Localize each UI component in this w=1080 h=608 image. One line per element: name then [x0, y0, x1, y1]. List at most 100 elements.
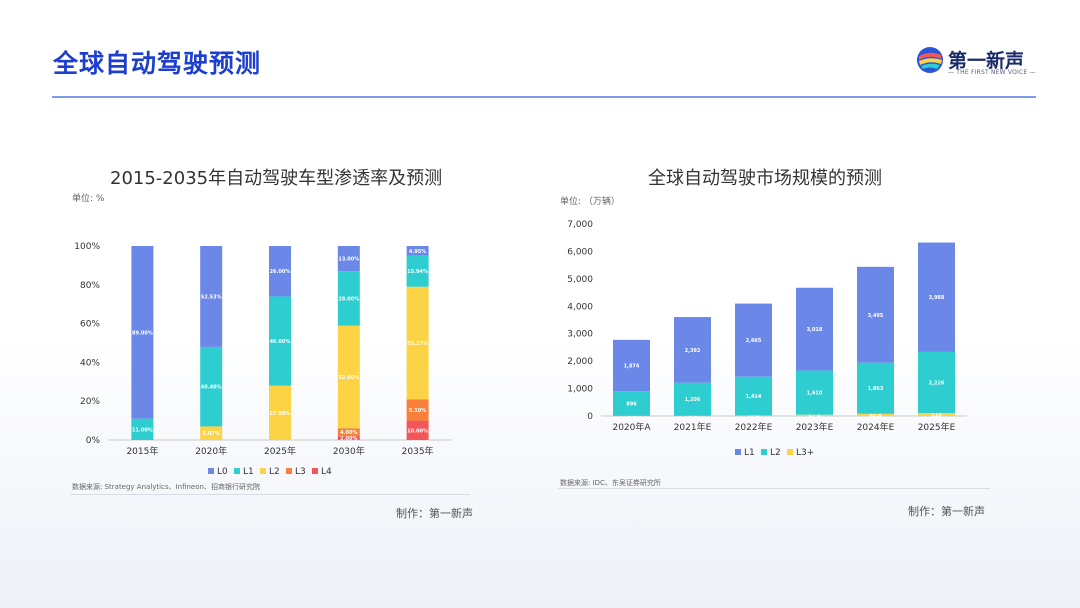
bar-segment-l1	[674, 317, 711, 383]
bar-segment-l1	[796, 287, 833, 371]
data-label: 80.8	[869, 413, 882, 419]
bar-segment-l1	[269, 296, 291, 386]
bar-segment-l2	[918, 351, 955, 413]
y-tick-label: 0	[587, 412, 593, 422]
bar-segment-l3plus	[735, 415, 772, 416]
y-tick-label: 100%	[74, 242, 100, 252]
y-tick-label: 3,000	[567, 330, 593, 340]
bar-segment-l1	[857, 266, 894, 363]
x-tick-label: 2030年	[333, 445, 365, 457]
bar-segment-l3plus	[857, 413, 894, 416]
legend-label: L1	[243, 467, 254, 477]
x-tick-label: 2023年E	[796, 421, 834, 433]
legend-label: L3+	[796, 448, 814, 458]
brand-logo-block: 第一新声 — THE FIRST NEW VOICE —	[916, 44, 1046, 84]
data-label: 3,988	[929, 295, 945, 301]
brand-logo-icon	[917, 47, 943, 73]
y-tick-label: 1,000	[567, 385, 593, 395]
data-label: 1,206	[685, 397, 701, 403]
y-tick-label: 5,000	[567, 275, 593, 285]
bar-segment-l2	[337, 325, 360, 429]
legend-label: L0	[217, 467, 228, 477]
data-label: 1,874	[624, 364, 640, 370]
data-label: 896	[626, 402, 637, 408]
data-label: 8.4	[688, 414, 697, 420]
data-label: 15.94%	[407, 269, 428, 275]
data-label: 4.95%	[409, 249, 426, 255]
data-label: 27.00%	[270, 411, 291, 417]
y-tick-label: 7,000	[567, 220, 593, 230]
legend-swatch-l2	[260, 468, 266, 474]
bar-segment-l3plus	[796, 414, 833, 416]
x-tick-label: 2020年A	[612, 421, 651, 433]
bar-segment-l2	[613, 391, 650, 416]
data-label: 2.00%	[340, 436, 357, 442]
bar-segment-l2	[735, 376, 772, 416]
bar-segment-l4	[406, 420, 429, 440]
title-divider	[52, 96, 1036, 98]
y-tick-label: 0%	[86, 436, 101, 446]
x-tick-label: 2020年	[195, 445, 227, 457]
legend-label: L3	[295, 467, 306, 477]
data-label: 55.17%	[407, 341, 428, 347]
data-label: 40.40%	[201, 385, 222, 391]
bar-segment-l3	[337, 428, 360, 437]
data-label: 46.00%	[270, 339, 291, 345]
legend-swatch-l3	[286, 468, 292, 474]
left-chart-maker: 制作：第一新声	[396, 507, 473, 520]
data-label: 1,610	[807, 391, 823, 397]
legend-label: L1	[744, 448, 755, 458]
bar-segment-l1	[918, 242, 955, 352]
legend-label: L2	[770, 448, 781, 458]
bar-segment-l1	[735, 303, 772, 377]
data-label: 5.10%	[409, 408, 426, 414]
data-label: 2,665	[746, 338, 762, 344]
x-tick-label: 2021年E	[674, 421, 712, 433]
bar-segment-l1	[200, 346, 223, 427]
left-chart-divider	[70, 494, 470, 495]
data-label: 52.00%	[338, 375, 359, 381]
y-tick-label: 2,000	[567, 357, 593, 367]
bar-segment-l0	[337, 246, 360, 272]
data-label: 52.53%	[201, 294, 222, 300]
bar-segment-l2	[796, 370, 833, 415]
data-label: 10.00%	[407, 428, 428, 434]
page-title: 全球自动驾驶预测	[53, 49, 262, 78]
legend-swatch-l2	[761, 449, 767, 455]
bar-segment-l3plus	[918, 412, 955, 416]
legend-swatch-l4	[312, 468, 318, 474]
data-label: 47.4	[808, 413, 821, 419]
x-tick-label: 2025年	[264, 445, 296, 457]
right-chart-source: 数据来源: IDC、东吴证券研究所	[560, 479, 661, 487]
legend-label: L4	[321, 467, 332, 477]
y-tick-label: 4,000	[567, 302, 593, 312]
data-label: 19.4	[747, 414, 760, 420]
data-label: 28.00%	[338, 296, 359, 302]
data-label: 110	[931, 412, 942, 418]
bar-segment-l0	[200, 246, 223, 347]
brand-name: 第一新声	[948, 50, 1025, 72]
y-tick-label: 80%	[80, 281, 100, 291]
data-label: 2,226	[929, 380, 945, 386]
data-label: 11.00%	[132, 427, 153, 433]
bar-segment-l0	[406, 246, 429, 256]
y-tick-label: 6,000	[567, 247, 593, 257]
data-label: 3,018	[807, 327, 823, 333]
y-tick-label: 20%	[80, 397, 100, 407]
y-tick-label: 60%	[80, 320, 100, 330]
bar-segment-l1	[613, 339, 650, 392]
data-label: 2,392	[685, 348, 701, 354]
y-tick-label: 40%	[80, 358, 100, 368]
left-chart: 0% 20% 40% 60% 80% 100% 11.00% 89.00% 2015年 5.07%…	[74, 242, 452, 477]
bar-segment-l4	[337, 436, 360, 440]
x-tick-label: 2035年	[402, 445, 434, 457]
legend-swatch-l3plus	[787, 449, 793, 455]
bar-segment-l2	[406, 286, 429, 400]
bar-segment-l1	[337, 271, 360, 326]
data-label: 89.00%	[132, 330, 153, 336]
data-label: 1,863	[868, 386, 884, 392]
bar-segment-l0	[269, 246, 291, 297]
data-label: 1,414	[746, 394, 762, 400]
bar-segment-l2	[674, 382, 711, 416]
right-chart-title: 全球自动驾驶市场规模的预测	[648, 168, 882, 189]
